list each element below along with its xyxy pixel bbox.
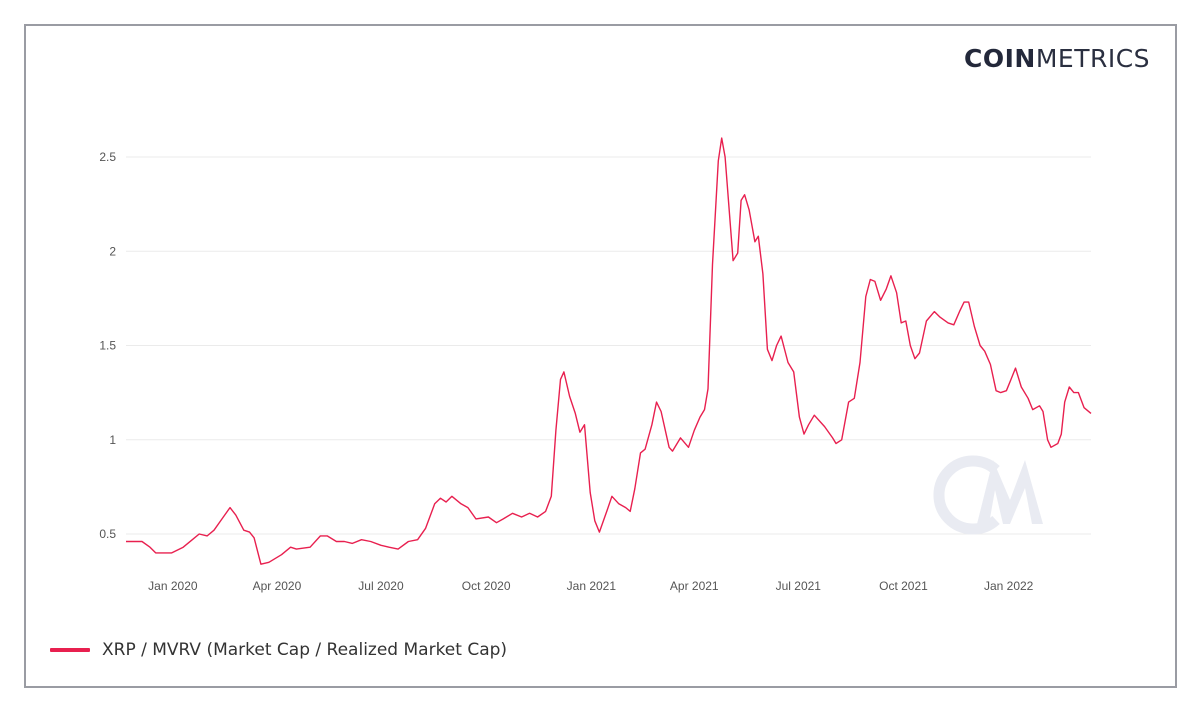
legend-label: XRP / MVRV (Market Cap / Realized Market… — [102, 640, 508, 660]
x-tick-label: Jul 2021 — [776, 579, 822, 593]
x-tick-label: Apr 2020 — [253, 579, 302, 593]
y-axis-labels: 0.5 1 1.5 2 2.5 — [99, 150, 116, 541]
x-tick-label: Oct 2020 — [462, 579, 511, 593]
coinmetrics-logo: COINMETRICS — [964, 44, 1150, 73]
logo-coin-text: COIN — [964, 44, 1036, 73]
x-tick-label: Jan 2022 — [984, 579, 1034, 593]
chart-frame — [24, 24, 1177, 688]
legend-swatch — [50, 648, 90, 652]
chart-legend: XRP / MVRV (Market Cap / Realized Market… — [50, 640, 507, 660]
logo-metrics-text: METRICS — [1035, 44, 1151, 73]
cm-watermark-icon — [933, 455, 1043, 535]
x-axis-labels: Jan 2020 Apr 2020 Jul 2020 Oct 2020 Jan 2021… — [148, 579, 1034, 593]
y-tick-label: 2.5 — [99, 150, 116, 164]
mvrv-series-line — [126, 137, 1092, 565]
x-tick-label: Apr 2021 — [670, 579, 719, 593]
y-tick-label: 1 — [109, 433, 116, 447]
y-tick-label: 1.5 — [99, 339, 116, 353]
y-gridlines — [126, 156, 1091, 535]
x-tick-label: Oct 2021 — [879, 579, 928, 593]
x-tick-label: Jan 2021 — [567, 579, 617, 593]
y-tick-label: 2 — [109, 244, 116, 258]
x-tick-label: Jul 2020 — [358, 579, 404, 593]
y-tick-label: 0.5 — [99, 527, 116, 541]
x-tick-label: Jan 2020 — [148, 579, 198, 593]
